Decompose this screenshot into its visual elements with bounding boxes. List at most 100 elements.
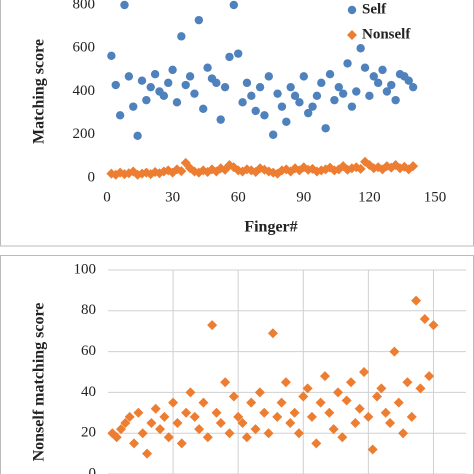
- point: [164, 78, 173, 88]
- point: [372, 391, 383, 402]
- point: [369, 72, 378, 81]
- point: [355, 163, 366, 174]
- x-tick-label: 30: [165, 189, 180, 205]
- legend-marker: [347, 5, 357, 15]
- point: [306, 411, 317, 422]
- point: [293, 428, 304, 439]
- point: [408, 82, 418, 92]
- point: [251, 106, 260, 116]
- point: [332, 387, 343, 398]
- point: [298, 391, 309, 402]
- point: [229, 0, 239, 10]
- point: [408, 161, 419, 172]
- point: [220, 82, 230, 92]
- point: [317, 78, 326, 88]
- point: [402, 377, 413, 388]
- point: [389, 346, 400, 357]
- point: [168, 397, 179, 408]
- y-tick-label: 60: [81, 343, 96, 359]
- point: [424, 371, 435, 382]
- point: [237, 418, 248, 428]
- point: [264, 72, 274, 81]
- point: [107, 51, 116, 61]
- point: [242, 78, 252, 88]
- legend-label: Self: [362, 1, 387, 17]
- legend-label: Nonself: [362, 26, 411, 42]
- point: [398, 428, 409, 439]
- point: [211, 407, 222, 418]
- x-tick-label: 60: [231, 189, 246, 205]
- point: [338, 89, 348, 98]
- point: [176, 166, 187, 177]
- point: [380, 407, 391, 418]
- point: [189, 411, 200, 422]
- point: [115, 111, 125, 120]
- point: [393, 397, 404, 408]
- point: [199, 104, 208, 114]
- point: [150, 403, 161, 414]
- point: [354, 403, 365, 414]
- panel-frame: [0, 255, 474, 474]
- y-axis-title: Nonself matching score: [31, 303, 48, 462]
- point: [373, 78, 383, 88]
- point: [142, 448, 153, 459]
- point: [194, 424, 205, 435]
- point: [247, 91, 256, 101]
- point: [315, 397, 326, 408]
- y-tick-label: 100: [74, 261, 97, 277]
- point: [268, 130, 278, 139]
- point: [159, 411, 170, 422]
- point: [198, 397, 209, 408]
- point: [185, 72, 195, 81]
- point: [367, 444, 378, 455]
- point: [276, 397, 287, 408]
- point: [163, 432, 174, 443]
- y-tick-label: 0: [88, 169, 96, 185]
- point: [212, 78, 221, 88]
- point: [150, 70, 160, 79]
- point: [324, 407, 335, 418]
- point: [260, 111, 269, 120]
- point: [428, 320, 439, 331]
- y-tick-label: 0: [89, 465, 97, 474]
- point: [285, 418, 296, 428]
- point: [168, 65, 177, 75]
- point: [259, 407, 270, 418]
- point: [146, 418, 157, 428]
- point: [378, 65, 387, 75]
- point: [334, 82, 343, 92]
- point: [172, 418, 183, 428]
- point: [376, 383, 387, 394]
- point: [302, 383, 313, 394]
- point: [124, 411, 135, 422]
- x-tick-label: 150: [424, 189, 447, 205]
- x-tick-label: 120: [358, 189, 381, 205]
- point: [190, 89, 199, 98]
- point: [328, 424, 339, 435]
- point: [343, 59, 352, 68]
- point: [177, 32, 186, 41]
- point: [363, 411, 374, 422]
- point: [295, 98, 304, 107]
- point: [286, 82, 295, 92]
- point: [337, 432, 348, 443]
- point: [404, 76, 413, 85]
- point: [155, 424, 166, 435]
- point: [272, 411, 283, 422]
- point: [238, 98, 247, 107]
- point: [120, 418, 131, 428]
- point: [263, 428, 274, 439]
- point: [181, 407, 192, 418]
- point: [347, 102, 357, 111]
- point: [202, 432, 213, 443]
- point: [220, 377, 231, 388]
- point: [124, 72, 134, 81]
- point: [350, 418, 361, 428]
- point: [415, 383, 426, 394]
- point: [146, 82, 155, 92]
- point: [319, 371, 330, 382]
- y-tick-label: 400: [73, 83, 96, 99]
- point: [280, 377, 291, 388]
